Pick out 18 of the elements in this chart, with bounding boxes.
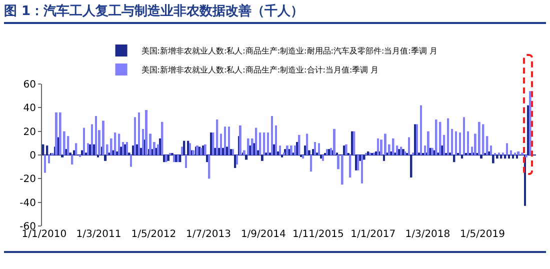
x-tick-label: 1/3/2018: [405, 229, 450, 240]
legend-label: 美国:新增非农就业人数:私人:商品生产:制造业:耐用品:汽车及零部件:当月值:季调 月: [141, 46, 438, 56]
x-tick-label: 1/5/2019: [460, 229, 505, 240]
x-tick-label: 1/1/2010: [22, 229, 67, 240]
x-tick-label: 1/7/2013: [186, 229, 231, 240]
x-tick-label: 1/3/2011: [76, 229, 122, 240]
y-tick-label: 40: [23, 103, 36, 114]
legend-label: 美国:新增非农就业人数:私人:商品生产:制造业:合计:当月值:季调 月: [141, 66, 379, 75]
chart-title: 图 1：汽车工人复工与制造业非农数据改善（千人）: [4, 2, 546, 24]
y-tick-label: 0: [30, 150, 36, 162]
x-tick-label: 1/11/2015: [292, 229, 344, 240]
y-tick-label: 60: [23, 80, 36, 90]
y-tick-label: -20: [20, 174, 36, 186]
x-tick-label: 1/9/2014: [240, 229, 286, 240]
y-tick-label: -40: [20, 198, 36, 209]
x-tick-label: 1/1/2017: [350, 229, 396, 240]
x-tick-label: 1/5/2012: [131, 229, 176, 240]
y-tick-label: 20: [23, 126, 36, 138]
